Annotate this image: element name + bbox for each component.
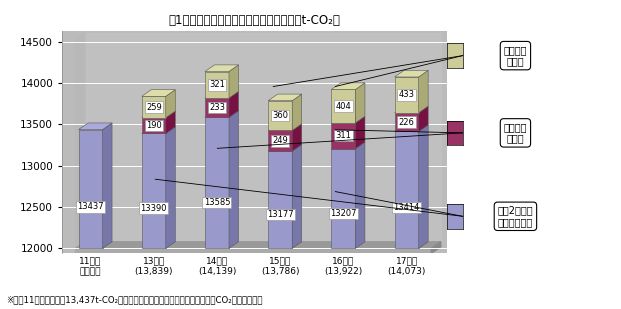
Polygon shape: [268, 94, 302, 101]
Bar: [142, 96, 166, 118]
Bar: [268, 101, 292, 130]
Polygon shape: [85, 32, 441, 242]
Polygon shape: [292, 94, 302, 130]
Bar: [268, 130, 292, 151]
Polygon shape: [229, 91, 238, 117]
Polygon shape: [332, 83, 365, 90]
Bar: [268, 151, 292, 248]
Polygon shape: [75, 248, 432, 253]
Polygon shape: [205, 91, 238, 98]
Polygon shape: [419, 106, 428, 131]
Polygon shape: [166, 90, 175, 118]
Bar: [78, 129, 102, 248]
Polygon shape: [166, 111, 175, 133]
Bar: [395, 77, 419, 113]
Polygon shape: [205, 111, 238, 117]
Polygon shape: [395, 106, 428, 113]
Polygon shape: [78, 123, 112, 129]
Polygon shape: [432, 242, 441, 253]
Text: 下水処理
増加分: 下水処理 増加分: [504, 122, 527, 144]
Polygon shape: [292, 144, 302, 248]
Polygon shape: [102, 123, 112, 248]
Polygon shape: [332, 116, 365, 123]
Polygon shape: [355, 142, 365, 248]
Bar: [332, 149, 355, 248]
Text: 13585: 13585: [204, 198, 230, 207]
Polygon shape: [229, 65, 238, 98]
Polygon shape: [292, 124, 302, 151]
Polygon shape: [332, 142, 365, 149]
Polygon shape: [229, 111, 238, 248]
Polygon shape: [75, 32, 85, 248]
Text: 226: 226: [399, 118, 415, 127]
Polygon shape: [395, 125, 428, 131]
Polygon shape: [75, 242, 441, 248]
Text: 13437: 13437: [77, 202, 104, 211]
Bar: [205, 117, 229, 248]
Text: 249: 249: [273, 136, 288, 145]
Polygon shape: [268, 144, 302, 151]
Text: 13177: 13177: [267, 210, 294, 219]
Polygon shape: [355, 116, 365, 149]
Polygon shape: [142, 127, 175, 133]
Text: 311: 311: [335, 131, 351, 140]
Text: 321: 321: [209, 80, 225, 89]
Bar: [205, 98, 229, 117]
Text: 433: 433: [399, 90, 415, 99]
Polygon shape: [419, 70, 428, 113]
Bar: [205, 71, 229, 98]
Text: 404: 404: [335, 102, 351, 111]
Bar: [395, 131, 419, 248]
Polygon shape: [268, 124, 302, 130]
Polygon shape: [419, 125, 428, 248]
Title: 第1期計画の温室効果ガス排出量の変化（t-CO₂）: 第1期計画の温室効果ガス排出量の変化（t-CO₂）: [169, 14, 340, 27]
Polygon shape: [166, 127, 175, 248]
Text: ※平成11年度排出量の13,437t-CO₂には、市道街灯・下水処理から排出されるCO₂も含まれる。: ※平成11年度排出量の13,437t-CO₂には、市道街灯・下水処理から排出され…: [6, 295, 263, 304]
Bar: [142, 118, 166, 133]
Bar: [332, 123, 355, 149]
Text: 233: 233: [209, 103, 225, 112]
Text: 13414: 13414: [394, 203, 420, 212]
Text: 190: 190: [146, 121, 161, 130]
Polygon shape: [355, 83, 365, 123]
Text: 360: 360: [272, 111, 288, 120]
Bar: [395, 113, 419, 131]
Text: 市道街灯
増加分: 市道街灯 増加分: [504, 45, 527, 66]
Polygon shape: [395, 70, 428, 77]
Polygon shape: [205, 65, 238, 71]
Bar: [332, 90, 355, 123]
Text: 13207: 13207: [330, 209, 356, 218]
Text: 13390: 13390: [140, 204, 167, 213]
Text: 259: 259: [146, 103, 161, 112]
Text: 上記2項目を
除いた排出量: 上記2項目を 除いた排出量: [497, 205, 533, 227]
Polygon shape: [142, 111, 175, 118]
Bar: [142, 133, 166, 248]
Polygon shape: [142, 90, 175, 96]
